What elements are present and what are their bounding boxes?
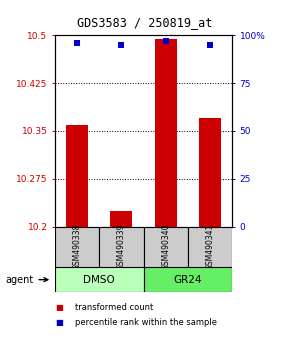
Text: GSM490340: GSM490340 [161, 224, 170, 270]
Bar [110, 211, 133, 227]
Bar [144, 267, 232, 292]
Text: GDS3583 / 250819_at: GDS3583 / 250819_at [77, 17, 213, 29]
Bar [188, 227, 232, 267]
Bar [155, 39, 177, 227]
Text: GSM490341: GSM490341 [205, 224, 214, 270]
Text: ■: ■ [55, 303, 63, 313]
Text: GR24: GR24 [173, 275, 202, 285]
Text: agent: agent [6, 275, 34, 285]
Text: GSM490339: GSM490339 [117, 224, 126, 270]
Text: DMSO: DMSO [84, 275, 115, 285]
Bar [199, 118, 221, 227]
Text: GSM490338: GSM490338 [73, 224, 82, 270]
Bar [66, 125, 88, 227]
Bar [55, 227, 99, 267]
Bar [144, 227, 188, 267]
Bar [99, 227, 144, 267]
Text: ■: ■ [55, 318, 63, 327]
Text: transformed count: transformed count [75, 303, 154, 313]
Text: percentile rank within the sample: percentile rank within the sample [75, 318, 218, 327]
Bar [55, 267, 144, 292]
